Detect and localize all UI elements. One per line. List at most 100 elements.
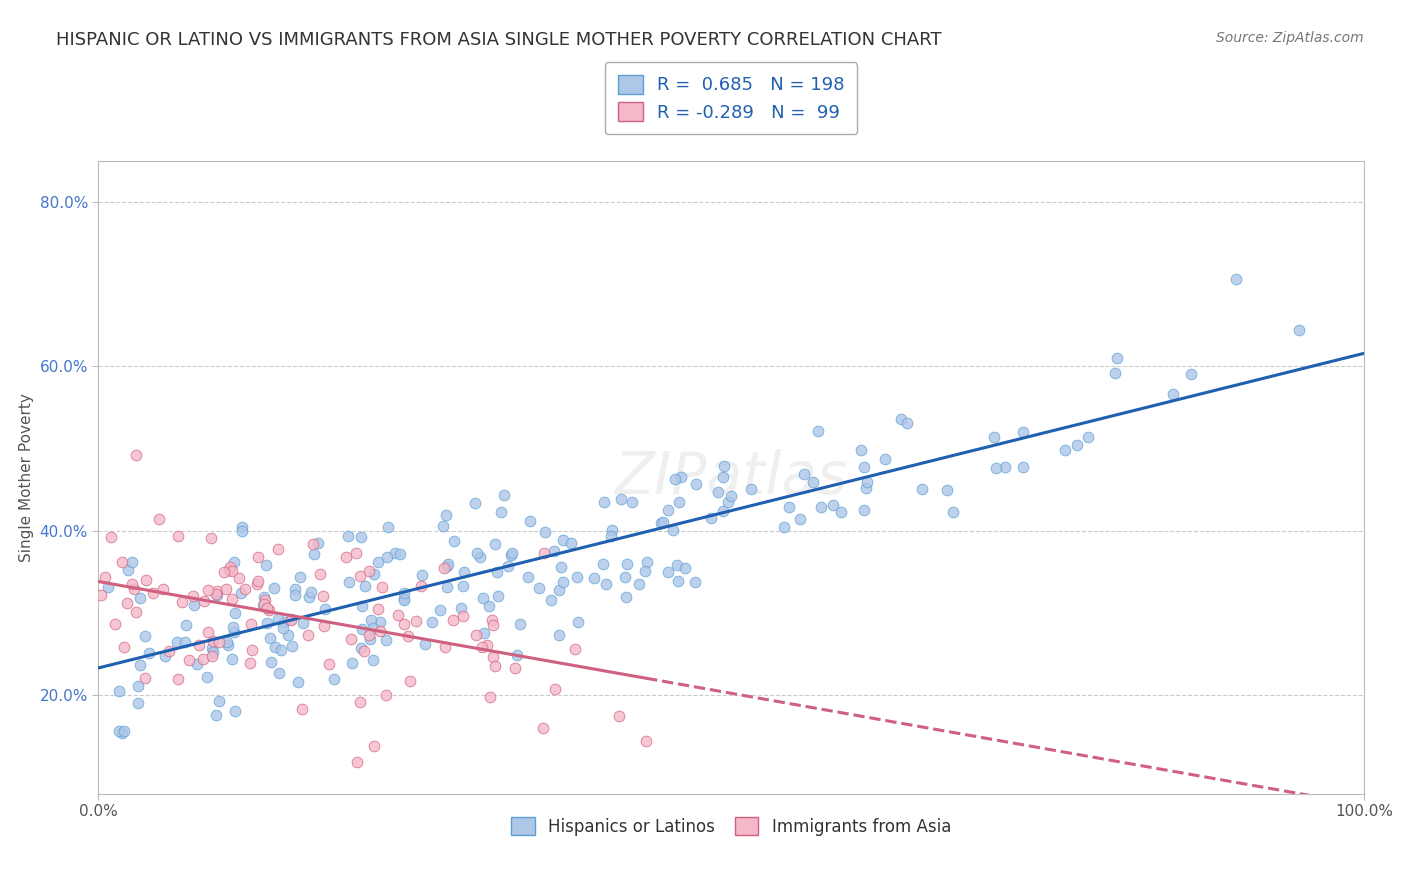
Point <box>193 594 215 608</box>
Point <box>256 615 278 630</box>
Point <box>215 582 238 597</box>
Point <box>174 618 197 632</box>
Point <box>533 545 555 559</box>
Point <box>713 458 735 473</box>
Point <box>318 657 340 672</box>
Point <box>609 708 631 723</box>
Point <box>352 599 374 614</box>
Point <box>503 661 526 675</box>
Point <box>280 611 302 625</box>
Point <box>253 597 276 611</box>
Point <box>93 570 115 584</box>
Point <box>443 534 465 549</box>
Point <box>543 681 565 696</box>
Point <box>224 704 246 718</box>
Point <box>553 533 575 548</box>
Point <box>302 547 325 561</box>
Point <box>484 659 506 673</box>
Point <box>451 579 474 593</box>
Point <box>636 734 658 748</box>
Point <box>359 565 381 579</box>
Point <box>592 557 614 571</box>
Point <box>496 559 519 574</box>
Point <box>183 599 205 613</box>
Point <box>252 599 274 613</box>
Point <box>911 482 934 496</box>
Point <box>349 569 371 583</box>
Point <box>280 613 302 627</box>
Point <box>350 641 373 656</box>
Point <box>363 739 385 753</box>
Point <box>666 558 689 573</box>
Point <box>299 585 322 599</box>
Point <box>983 430 1005 444</box>
Point <box>394 591 416 606</box>
Point <box>200 531 222 545</box>
Point <box>308 567 330 582</box>
Point <box>560 535 582 549</box>
Point <box>353 579 375 593</box>
Point <box>188 638 211 652</box>
Point <box>429 603 451 617</box>
Point <box>492 488 515 502</box>
Point <box>856 475 879 489</box>
Point <box>896 416 918 430</box>
Point <box>436 580 458 594</box>
Text: HISPANIC OR LATINO VS IMMIGRANTS FROM ASIA SINGLE MOTHER POVERTY CORRELATION CHA: HISPANIC OR LATINO VS IMMIGRANTS FROM AS… <box>56 31 942 49</box>
Point <box>111 726 134 740</box>
Point <box>170 594 193 608</box>
Point <box>217 638 239 652</box>
Point <box>436 559 458 574</box>
Point <box>668 495 690 509</box>
Point <box>367 555 389 569</box>
Point <box>441 613 464 627</box>
Point <box>657 503 679 517</box>
Point <box>616 558 638 572</box>
Point <box>174 635 197 649</box>
Point <box>208 694 231 708</box>
Point <box>793 467 815 481</box>
Point <box>375 632 398 647</box>
Point <box>517 570 540 584</box>
Point <box>153 648 176 663</box>
Point <box>801 475 824 490</box>
Point <box>853 503 876 517</box>
Point <box>207 584 229 599</box>
Point <box>685 477 707 491</box>
Point <box>229 586 252 600</box>
Point <box>534 525 557 540</box>
Point <box>367 602 389 616</box>
Point <box>340 657 363 671</box>
Point <box>550 560 572 574</box>
Point <box>595 577 617 591</box>
Point <box>890 411 912 425</box>
Point <box>773 520 796 534</box>
Point <box>360 613 382 627</box>
Point <box>231 524 253 539</box>
Point <box>993 460 1015 475</box>
Point <box>711 504 734 518</box>
Point <box>1011 425 1033 440</box>
Point <box>292 616 315 631</box>
Point <box>683 575 706 590</box>
Point <box>340 632 363 646</box>
Point <box>201 648 224 663</box>
Point <box>420 615 443 629</box>
Point <box>267 541 290 556</box>
Point <box>270 642 292 657</box>
Point <box>478 599 501 613</box>
Point <box>485 565 508 579</box>
Point <box>361 653 384 667</box>
Point <box>254 558 277 572</box>
Point <box>437 557 460 571</box>
Point <box>134 629 156 643</box>
Point <box>465 628 488 642</box>
Point <box>464 496 486 510</box>
Point <box>830 506 852 520</box>
Point <box>297 628 319 642</box>
Point <box>363 567 385 582</box>
Point <box>519 514 541 528</box>
Point <box>471 591 494 606</box>
Point <box>853 459 876 474</box>
Point <box>394 616 416 631</box>
